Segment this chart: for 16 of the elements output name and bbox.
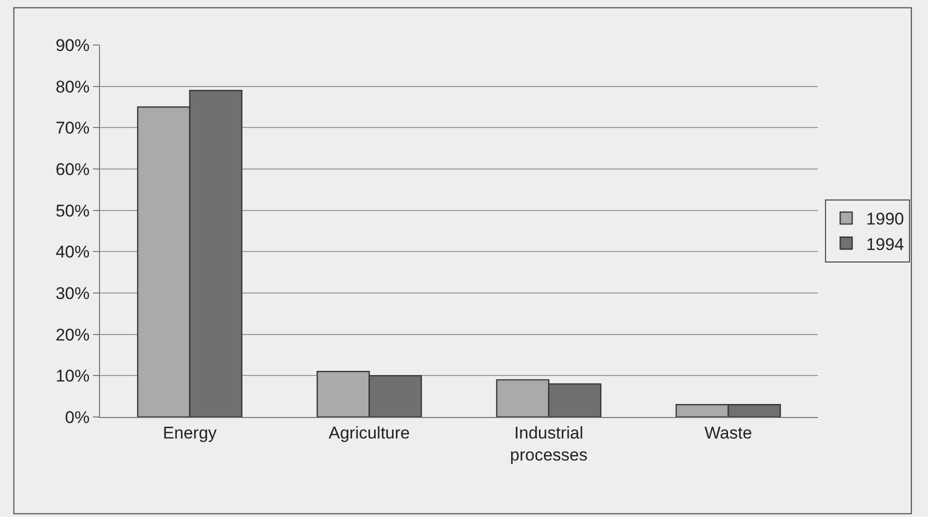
y-tick-label: 50% xyxy=(56,201,90,220)
y-tick-label: 0% xyxy=(65,408,90,427)
x-tick-label: Waste xyxy=(704,423,752,442)
y-tick-label: 80% xyxy=(56,77,90,96)
y-tick-label: 30% xyxy=(56,284,90,303)
y-tick-label: 40% xyxy=(56,242,90,262)
legend-label: 1990 xyxy=(866,210,904,229)
x-tick-label: Industrial processes xyxy=(510,423,588,464)
y-tick-label: 60% xyxy=(56,160,90,179)
legend-label: 1994 xyxy=(866,234,904,254)
y-tick-label: 20% xyxy=(56,325,90,344)
x-tick-label: Agriculture xyxy=(328,423,410,442)
x-tick-label: Energy xyxy=(162,423,218,442)
y-tick-label: 90% xyxy=(56,36,90,55)
y-tick-label: 10% xyxy=(56,366,90,386)
y-tick-label: 70% xyxy=(56,118,90,138)
